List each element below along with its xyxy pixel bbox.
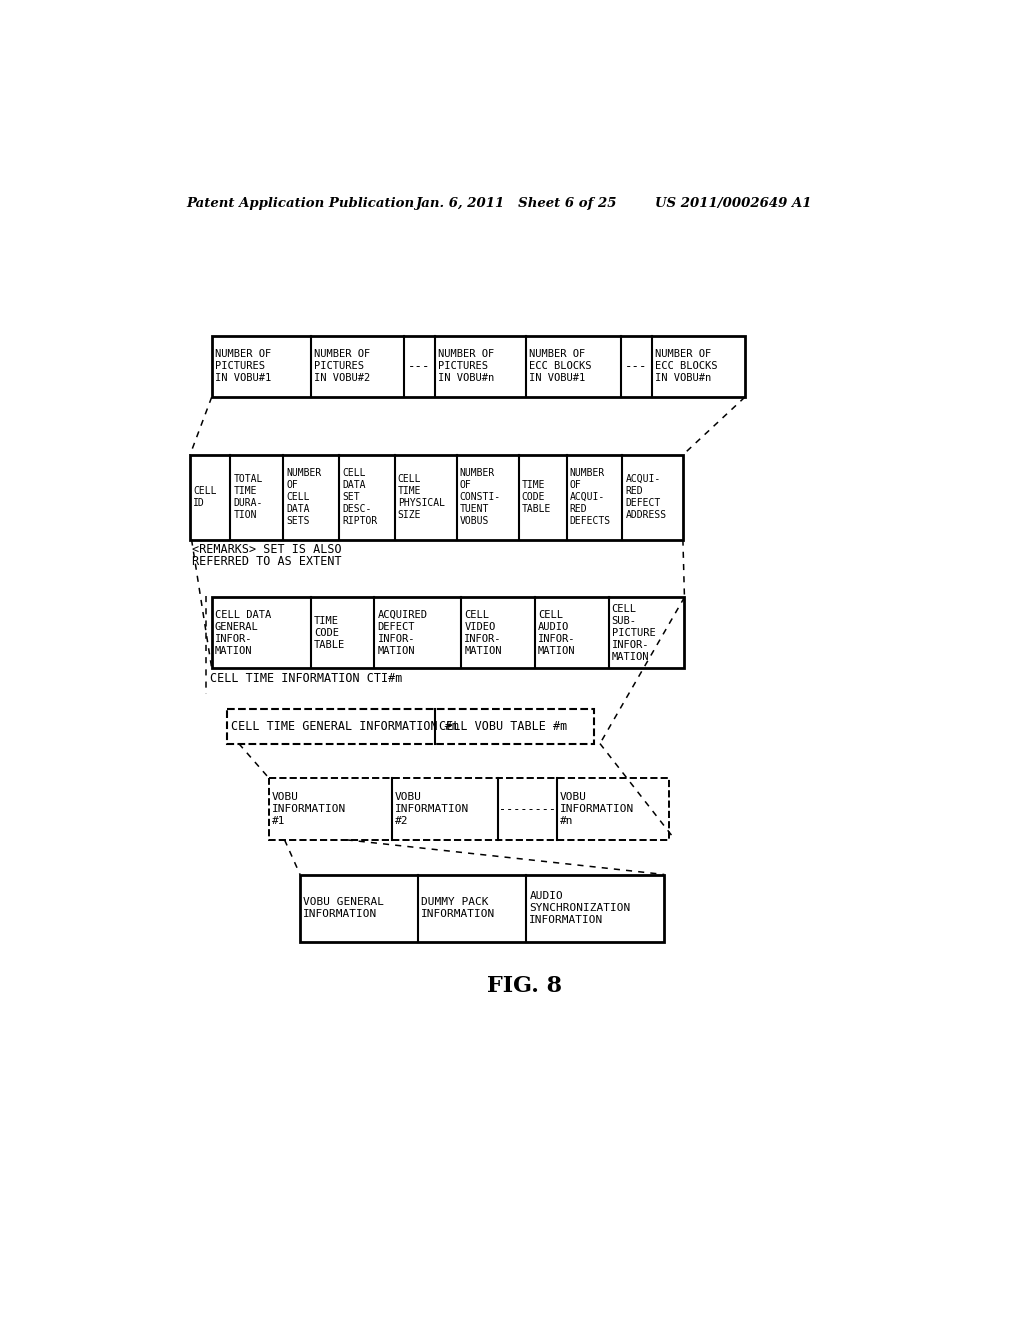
Text: --------: -------- <box>499 803 556 816</box>
Text: ACQUIRED
DEFECT
INFOR-
MATION: ACQUIRED DEFECT INFOR- MATION <box>378 610 428 656</box>
Text: Patent Application Publication: Patent Application Publication <box>186 197 415 210</box>
Text: CELL DATA
GENERAL
INFOR-
MATION: CELL DATA GENERAL INFOR- MATION <box>215 610 271 656</box>
Bar <box>190 455 683 540</box>
Text: DUMMY PACK
INFORMATION: DUMMY PACK INFORMATION <box>421 898 496 919</box>
Text: CELL
AUDIO
INFOR-
MATION: CELL AUDIO INFOR- MATION <box>538 610 575 656</box>
Text: NUMBER OF
ECC BLOCKS
IN VOBU#n: NUMBER OF ECC BLOCKS IN VOBU#n <box>655 350 718 383</box>
Text: CELL TIME GENERAL INFORMATION #m: CELL TIME GENERAL INFORMATION #m <box>231 719 459 733</box>
Text: VOBU
INFORMATION
#n: VOBU INFORMATION #n <box>560 792 634 826</box>
Text: CELL
DATA
SET
DESC-
RIPTOR: CELL DATA SET DESC- RIPTOR <box>342 469 377 527</box>
Text: TIME
CODE
TABLE: TIME CODE TABLE <box>314 615 345 649</box>
Text: VOBU GENERAL
INFORMATION: VOBU GENERAL INFORMATION <box>303 898 384 919</box>
Text: NUMBER OF
PICTURES
IN VOBU#2: NUMBER OF PICTURES IN VOBU#2 <box>314 350 371 383</box>
Text: CELL TIME INFORMATION CTI#m: CELL TIME INFORMATION CTI#m <box>210 672 402 685</box>
Text: NUMBER
OF
CONSTI-
TUENT
VOBUS: NUMBER OF CONSTI- TUENT VOBUS <box>460 469 501 527</box>
Text: CELL VOBU TABLE #m: CELL VOBU TABLE #m <box>438 719 567 733</box>
Text: NUMBER
OF
ACQUI-
RED
DEFECTS: NUMBER OF ACQUI- RED DEFECTS <box>569 469 611 527</box>
Text: VOBU
INFORMATION
#2: VOBU INFORMATION #2 <box>394 792 469 826</box>
Text: <REMARKS> SET IS ALSO: <REMARKS> SET IS ALSO <box>191 544 341 557</box>
Bar <box>269 779 669 840</box>
Text: CELL
TIME
PHYSICAL
SIZE: CELL TIME PHYSICAL SIZE <box>397 474 444 520</box>
Text: NUMBER OF
PICTURES
IN VOBU#n: NUMBER OF PICTURES IN VOBU#n <box>438 350 495 383</box>
Text: NUMBER OF
PICTURES
IN VOBU#1: NUMBER OF PICTURES IN VOBU#1 <box>215 350 271 383</box>
Text: CELL
VIDEO
INFOR-
MATION: CELL VIDEO INFOR- MATION <box>464 610 502 656</box>
Text: FIG. 8: FIG. 8 <box>487 975 562 997</box>
Text: CELL
SUB-
PICTURE
INFOR-
MATION: CELL SUB- PICTURE INFOR- MATION <box>611 603 655 661</box>
Text: ---: --- <box>625 360 647 372</box>
Bar <box>227 709 594 743</box>
Text: REFERRED TO AS EXTENT: REFERRED TO AS EXTENT <box>191 554 341 568</box>
Text: VOBU
INFORMATION
#1: VOBU INFORMATION #1 <box>272 792 346 826</box>
Text: ---: --- <box>409 360 431 372</box>
Text: NUMBER
OF
CELL
DATA
SETS: NUMBER OF CELL DATA SETS <box>286 469 322 527</box>
Text: NUMBER OF
ECC BLOCKS
IN VOBU#1: NUMBER OF ECC BLOCKS IN VOBU#1 <box>529 350 592 383</box>
Text: TOTAL
TIME
DURA-
TION: TOTAL TIME DURA- TION <box>233 474 263 520</box>
Bar <box>212 597 684 668</box>
Text: US 2011/0002649 A1: US 2011/0002649 A1 <box>655 197 811 210</box>
Text: CELL
ID: CELL ID <box>194 486 217 508</box>
Text: AUDIO
SYNCHRONIZATION
INFORMATION: AUDIO SYNCHRONIZATION INFORMATION <box>529 891 631 925</box>
Bar <box>212 335 744 397</box>
Text: Jan. 6, 2011   Sheet 6 of 25: Jan. 6, 2011 Sheet 6 of 25 <box>415 197 616 210</box>
Text: TIME
CODE
TABLE: TIME CODE TABLE <box>521 480 551 515</box>
Bar <box>300 874 665 942</box>
Text: ACQUI-
RED
DEFECT
ADDRESS: ACQUI- RED DEFECT ADDRESS <box>626 474 667 520</box>
